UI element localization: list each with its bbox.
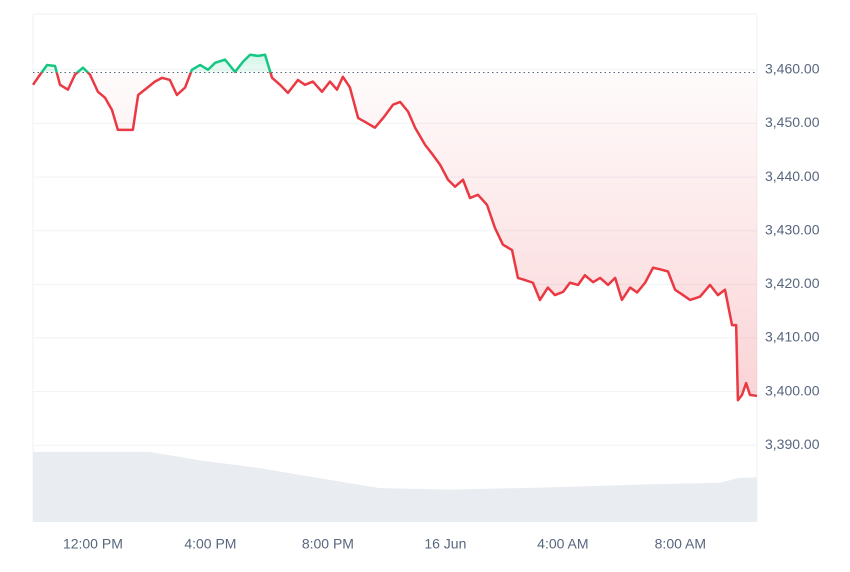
- y-tick-label: 3,450.00: [765, 114, 820, 130]
- price-area: [33, 54, 757, 401]
- x-tick-label: 4:00 PM: [184, 536, 236, 552]
- y-tick-label: 3,440.00: [765, 168, 820, 184]
- y-tick-label: 3,430.00: [765, 221, 820, 237]
- price-line: [31, 53, 758, 402]
- y-tick-label: 3,460.00: [765, 60, 820, 76]
- y-tick-label: 3,420.00: [765, 275, 820, 291]
- x-tick-label: 16 Jun: [424, 536, 466, 552]
- y-tick-label: 3,410.00: [765, 329, 820, 345]
- volume-area: [33, 451, 757, 522]
- y-tick-label: 3,400.00: [765, 382, 820, 398]
- x-tick-label: 8:00 PM: [302, 536, 354, 552]
- x-tick-label: 4:00 AM: [537, 536, 588, 552]
- x-tick-label: 8:00 AM: [655, 536, 706, 552]
- x-tick-label: 12:00 PM: [63, 536, 123, 552]
- y-tick-label: 3,390.00: [765, 436, 820, 452]
